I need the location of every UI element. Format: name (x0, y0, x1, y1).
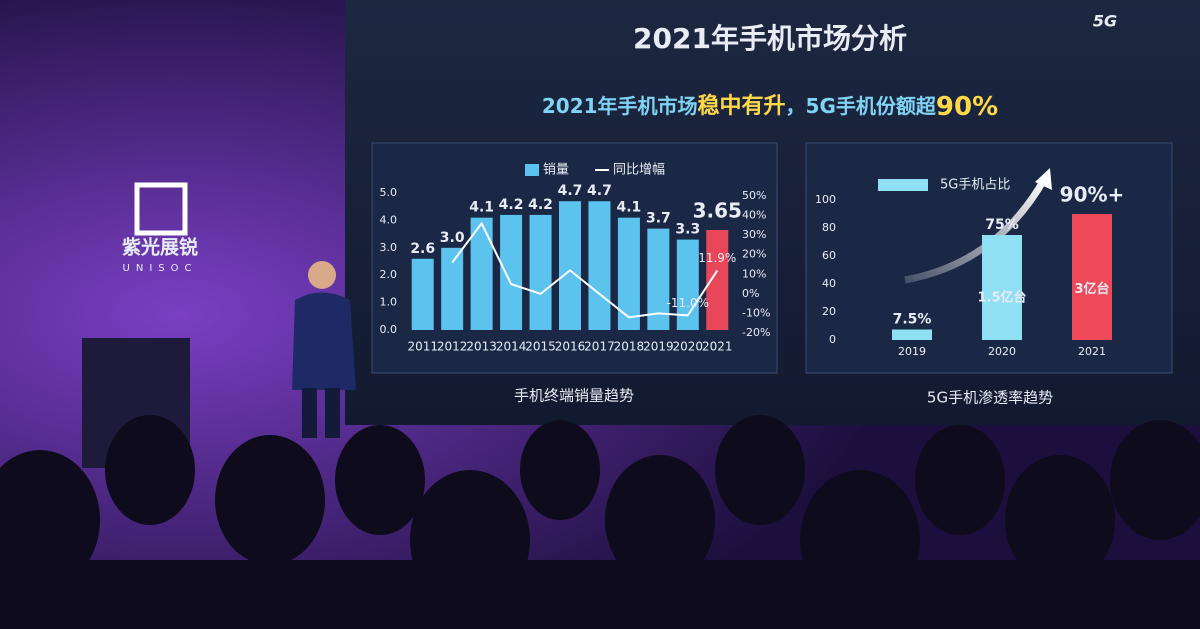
x-tick-label: 2013 (466, 340, 497, 354)
x-tick-label: 2011 (407, 340, 438, 354)
subtitle-part: 2021年手机市场 (542, 94, 698, 118)
bar (676, 239, 699, 330)
data-label: 3.0 (440, 230, 465, 246)
y-tick-label: 5.0 (380, 186, 398, 199)
bar (588, 201, 611, 330)
data-label: 90%+ (1060, 183, 1125, 207)
bar (892, 329, 932, 340)
y2-tick-label: 50% (742, 189, 766, 202)
x-tick-label: 2012 (437, 340, 468, 354)
x-tick-label: 2020 (988, 345, 1016, 358)
data-label: 3.3 (675, 222, 700, 238)
data-label: 3.65 (693, 198, 742, 222)
brand-name: 紫光展锐 (122, 236, 198, 259)
trend-arrow-head (1035, 168, 1052, 190)
legend-swatch (878, 179, 928, 191)
data-label: 4.1 (469, 200, 494, 216)
legend-label: 5G手机占比 (940, 178, 1010, 193)
x-tick-label: 2020 (673, 340, 704, 354)
bar (647, 228, 670, 330)
y-tick-label: 3.0 (380, 241, 398, 254)
data-label: 4.2 (528, 197, 553, 213)
bar (441, 247, 464, 330)
x-tick-label: 2021 (1078, 345, 1106, 358)
legend-label: 销量 (543, 163, 569, 178)
y-tick-label: 1.0 (380, 296, 398, 309)
y2-tick-label: 20% (742, 248, 766, 261)
bar (617, 217, 640, 330)
data-label: 4.7 (558, 183, 583, 199)
data-label: 75% (985, 217, 1019, 233)
data-label: 7.5% (893, 312, 932, 328)
slide-subtitle: 2021年手机市场稳中有升，5G手机份额超90% (542, 92, 998, 122)
y-tick-label: 40 (822, 277, 836, 290)
y-tick-label: 0 (829, 333, 836, 346)
corner-logo: 5G (1093, 12, 1117, 31)
data-label: 4.1 (617, 200, 642, 216)
x-tick-label: 2015 (525, 340, 556, 354)
y-tick-label: 0.0 (380, 323, 398, 336)
brand-latin: UNISOC (123, 263, 198, 274)
x-tick-label: 2014 (496, 340, 527, 354)
y-tick-label: 4.0 (380, 213, 398, 226)
x-tick-label: 2018 (614, 340, 645, 354)
chart-title: 手机终端销量趋势 (514, 387, 634, 405)
x-tick-label: 2019 (643, 340, 674, 354)
subtitle-part: 90% (936, 92, 998, 122)
y-tick-label: 60 (822, 249, 836, 262)
x-tick-label: 2016 (555, 340, 586, 354)
y-tick-label: 2.0 (380, 268, 398, 281)
data-label: 4.7 (587, 183, 612, 199)
bar (559, 201, 581, 330)
x-tick-label: 2017 (584, 340, 615, 354)
data-label: 2.6 (410, 241, 435, 257)
x-tick-label: 2019 (898, 345, 926, 358)
legend-swatch (525, 164, 539, 176)
y2-tick-label: -10% (742, 306, 770, 319)
bar (1072, 214, 1112, 340)
data-label: -11.0% (667, 296, 709, 310)
bar (500, 214, 523, 330)
y-tick-label: 100 (815, 193, 836, 206)
line (451, 222, 719, 319)
subtitle-part: 稳中有升 (698, 93, 786, 119)
presenter (292, 261, 356, 438)
data-label: 11.9% (698, 251, 736, 265)
inner-label: 3亿台 (1074, 281, 1109, 297)
y2-tick-label: 10% (742, 267, 766, 280)
bar (470, 217, 493, 330)
y2-tick-label: 40% (742, 209, 766, 222)
legend-label: 同比增幅 (613, 163, 665, 178)
slide-title: 2021年手机市场分析 (633, 22, 907, 55)
y2-tick-label: 30% (742, 228, 766, 241)
audience (0, 415, 1200, 629)
y2-tick-label: 0% (742, 287, 759, 300)
inner-label: 1.5亿台 (977, 290, 1026, 306)
bar (411, 258, 434, 330)
bar (529, 214, 552, 330)
brand-mark (134, 182, 188, 236)
y2-tick-label: -20% (742, 326, 770, 339)
y-tick-label: 20 (822, 305, 836, 318)
y-tick-label: 80 (822, 221, 836, 234)
bar (982, 235, 1022, 340)
data-label: 4.2 (499, 197, 524, 213)
chart-title: 5G手机渗透率趋势 (927, 389, 1053, 407)
bar (706, 229, 729, 330)
data-label: 3.7 (646, 211, 671, 227)
subtitle-part: ，5G手机份额超 (786, 94, 937, 118)
x-tick-label: 2021 (702, 340, 733, 354)
